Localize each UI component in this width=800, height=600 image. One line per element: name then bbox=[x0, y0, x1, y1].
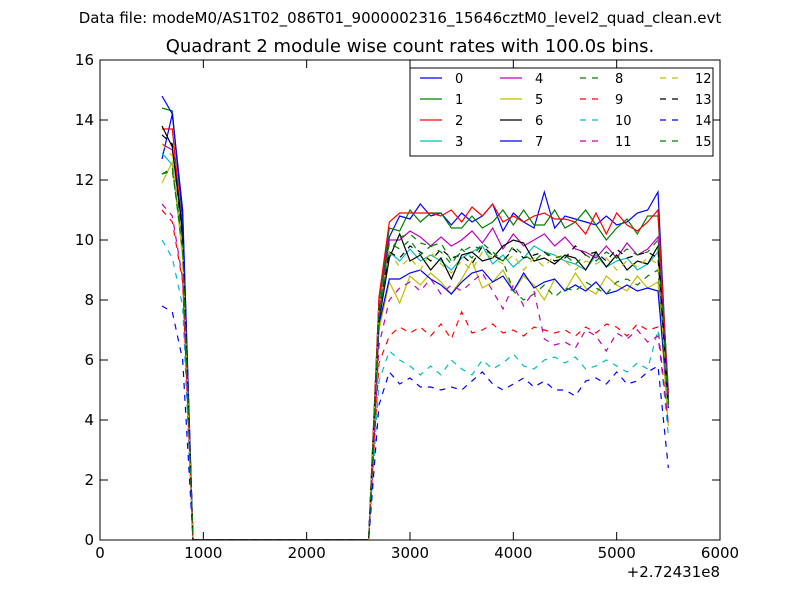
x-tick-label: 3000 bbox=[391, 544, 429, 562]
y-tick-label: 0 bbox=[84, 531, 94, 549]
series-line-6 bbox=[161, 125, 669, 540]
y-tick-label: 4 bbox=[84, 411, 94, 429]
legend-label-13: 13 bbox=[695, 93, 712, 108]
y-tick-label: 16 bbox=[75, 51, 94, 69]
legend-label-10: 10 bbox=[615, 114, 632, 129]
series-line-5 bbox=[161, 159, 669, 540]
x-tick-label: 5000 bbox=[598, 544, 636, 562]
legend-label-15: 15 bbox=[695, 135, 712, 150]
series-line-2 bbox=[162, 128, 669, 540]
series-line-0 bbox=[161, 113, 669, 540]
legend-label-8: 8 bbox=[615, 72, 623, 87]
x-tick-label: 1000 bbox=[184, 544, 222, 562]
legend-label-6: 6 bbox=[535, 114, 543, 129]
legend-label-7: 7 bbox=[535, 135, 543, 150]
series-line-12 bbox=[161, 143, 669, 540]
chart-title: Quadrant 2 module wise count rates with … bbox=[165, 36, 655, 57]
series-line-1 bbox=[161, 107, 669, 540]
series-line-4 bbox=[161, 143, 669, 540]
legend-label-1: 1 bbox=[455, 93, 463, 108]
legend-label-5: 5 bbox=[535, 93, 543, 108]
legend-label-0: 0 bbox=[455, 72, 463, 87]
y-tick-label: 2 bbox=[84, 471, 94, 489]
y-tick-label: 12 bbox=[75, 171, 94, 189]
x-tick-label: 4000 bbox=[494, 544, 532, 562]
legend-label-2: 2 bbox=[455, 114, 463, 129]
series-line-11 bbox=[161, 203, 669, 540]
series-line-3 bbox=[161, 152, 669, 540]
series-line-9 bbox=[161, 209, 669, 540]
x-offset-label: +2.72431e8 bbox=[627, 563, 720, 581]
series-line-7 bbox=[161, 95, 669, 540]
x-tick-label: 2000 bbox=[288, 544, 326, 562]
series-line-14 bbox=[161, 305, 669, 540]
legend-label-4: 4 bbox=[535, 72, 543, 87]
series-line-13 bbox=[161, 134, 669, 540]
y-tick-label: 8 bbox=[84, 291, 94, 309]
legend-label-11: 11 bbox=[615, 135, 632, 150]
legend-label-12: 12 bbox=[695, 72, 712, 87]
y-tick-label: 6 bbox=[84, 351, 94, 369]
series-line-10 bbox=[161, 239, 669, 540]
figure-suptitle: Data file: modeM0/AS1T02_086T01_90000023… bbox=[78, 9, 722, 27]
series-line-15 bbox=[161, 167, 669, 540]
series-group bbox=[161, 95, 669, 540]
x-tick-label: 0 bbox=[95, 544, 105, 562]
legend-label-3: 3 bbox=[455, 135, 463, 150]
x-tick-label: 6000 bbox=[701, 544, 739, 562]
series-line-8 bbox=[161, 170, 669, 540]
y-tick-label: 10 bbox=[75, 231, 94, 249]
legend-label-14: 14 bbox=[695, 114, 712, 129]
y-tick-label: 14 bbox=[75, 111, 94, 129]
legend-label-9: 9 bbox=[615, 93, 623, 108]
